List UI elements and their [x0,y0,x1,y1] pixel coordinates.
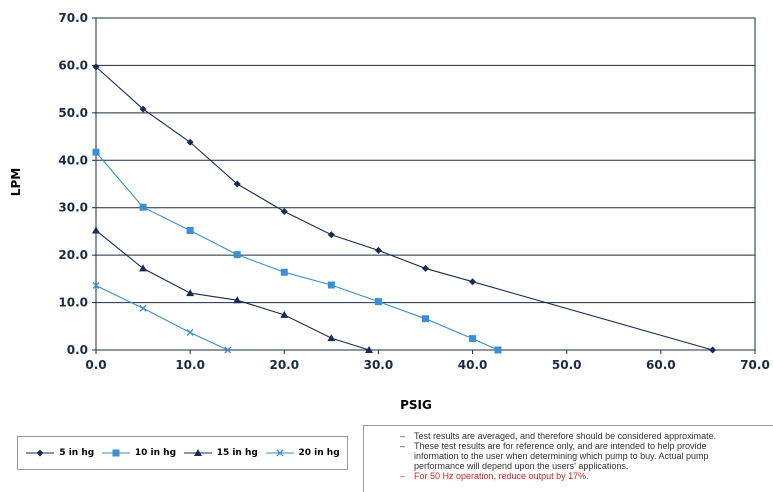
chart-gridlines [96,17,755,351]
legend-label: 5 in hg [59,448,95,458]
y-tick-label: 20.0 [58,248,88,262]
data-point-square [233,251,241,259]
x-axis-title: PSIG [400,398,432,412]
data-point-square [186,226,194,234]
data-point-triangle [92,226,100,234]
y-axis-ticks: 0.0 10.0 20.0 30.0 40.0 50.0 60.0 70.0 [58,11,96,357]
data-point-square [494,346,502,354]
y-tick-label: 60.0 [58,58,88,72]
data-point-x [139,304,147,312]
data-point-diamond [469,278,477,286]
data-point-square [139,203,147,211]
y-tick-label: 0.0 [67,343,88,357]
y-axis-title: LPM [9,168,23,196]
x-tick-label: 20.0 [269,358,299,372]
legend-item: 10 in hg [101,448,176,458]
x-tick-label: 30.0 [364,358,394,372]
data-point-diamond [327,231,335,239]
x-axis-ticks: 0.0 10.0 20.0 30.0 40.0 50.0 60.0 70.0 [85,350,770,372]
data-point-triangle [193,449,202,456]
y-tick-label: 10.0 [58,296,88,310]
x-tick-label: 70.0 [740,358,770,372]
x-tick-label: 40.0 [458,358,488,372]
legend-swatch [183,449,212,456]
data-point-triangle [365,346,374,353]
data-point-triangle [186,289,195,297]
data-point-square [422,315,429,323]
note-text: These test results are for reference onl… [414,441,709,471]
data-point-x [224,346,232,354]
note-bullet: – [400,471,406,481]
note-bullet: – [400,441,406,451]
data-point-triangle [139,264,148,272]
data-point-square [92,148,100,156]
x-tick-label: 0.0 [85,358,106,372]
legend-swatch [101,449,130,457]
legend-label: 15 in hg [216,448,258,458]
note-item: – Test results are averaged, and therefor… [400,431,773,441]
series-5-in-hg [92,63,717,354]
data-point-diamond [709,346,717,354]
notes-panel: – Test results are averaged, and therefor… [363,425,773,492]
plot-area-frame [95,17,756,351]
x-tick-label: 10.0 [175,358,205,372]
data-point-diamond [233,180,241,188]
y-tick-label: 30.0 [58,201,88,215]
y-tick-label: 70.0 [58,11,88,25]
note-text: For 50 Hz operation, reduce output by 17… [414,471,589,481]
data-point-diamond [92,63,100,71]
note-item: – These test results are for reference on… [400,441,773,471]
legend-label: 20 in hg [298,448,340,458]
data-point-diamond [139,105,147,113]
series-20-in-hg [92,282,232,354]
series-line [95,66,713,351]
note-text: Test results are averaged, and therefore… [414,431,717,441]
legend-swatch [265,449,294,457]
data-point-triangle [280,310,289,318]
series-line [95,151,499,351]
pump-performance-chart: 0.0 10.0 20.0 30.0 40.0 50.0 60.0 70.0 0.0 10.0 2… [9,11,770,412]
data-point-square [112,449,120,457]
y-tick-label: 50.0 [58,106,88,120]
series-line [95,285,229,351]
data-point-triangle [327,334,336,342]
chart-series [92,63,717,354]
note-item: – For 50 Hz operation, reduce output by 1… [400,471,773,481]
legend-swatch [26,449,55,457]
x-tick-label: 60.0 [646,358,676,372]
data-point-diamond [36,449,44,457]
note-bullet: – [400,431,406,441]
data-point-square [280,268,288,276]
data-point-square [469,335,477,343]
x-tick-label: 50.0 [552,358,582,372]
data-point-square [374,298,382,306]
data-point-x [92,282,100,289]
legend-item: 5 in hg [25,448,94,458]
y-tick-label: 40.0 [58,153,88,167]
data-point-square [327,281,335,289]
series-10-in-hg [92,148,502,354]
series-15-in-hg [92,226,374,353]
data-point-x [276,449,283,457]
legend-item: 15 in hg [183,448,258,458]
data-point-diamond [374,246,382,254]
data-point-diamond [186,138,194,146]
data-point-triangle [233,296,242,304]
data-point-diamond [422,264,429,272]
legend-item: 20 in hg [265,448,340,458]
data-point-diamond [280,208,288,216]
chart-legend: 5 in hg 10 in hg 15 in hg 20 in hg [17,436,348,470]
series-line [95,230,370,351]
data-point-x [186,328,194,336]
legend-label: 10 in hg [134,448,177,458]
